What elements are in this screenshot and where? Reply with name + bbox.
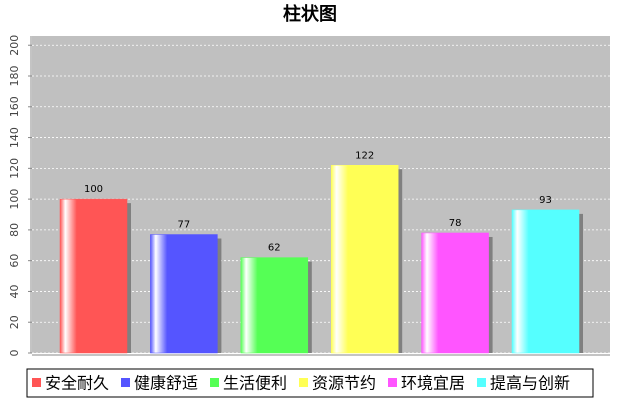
legend-swatch [32, 378, 41, 387]
value-label: 62 [268, 243, 281, 254]
y-tick-label: 140 [8, 127, 21, 148]
legend-label: 健康舒适 [134, 374, 198, 393]
legend-swatch [121, 378, 130, 387]
legend-swatch [388, 378, 397, 387]
value-label: 78 [449, 218, 462, 229]
legend-swatch [299, 378, 308, 387]
bar [150, 234, 218, 354]
y-tick-label: 0 [8, 350, 21, 357]
bar [330, 165, 399, 354]
y-tick-label: 120 [8, 158, 21, 179]
legend-swatch [210, 378, 219, 387]
legend-label: 生活便利 [223, 374, 287, 393]
value-label: 93 [539, 195, 552, 206]
legend-label: 提高与创新 [490, 374, 570, 393]
value-label: 77 [178, 220, 191, 231]
bar [511, 209, 580, 354]
legend-label: 安全耐久 [45, 374, 109, 393]
y-tick-label: 100 [8, 189, 21, 210]
value-label: 122 [355, 150, 374, 161]
legend-swatch [477, 378, 486, 387]
bar [240, 257, 309, 354]
legend-label: 环境宜居 [401, 374, 465, 393]
y-tick-label: 80 [8, 223, 21, 237]
y-tick-label: 40 [8, 284, 21, 298]
y-tick-label: 160 [8, 96, 21, 117]
bar [59, 198, 128, 354]
value-label: 100 [84, 184, 103, 195]
chart-title: 柱状图 [283, 3, 337, 25]
y-tick-label: 20 [8, 315, 21, 329]
legend-label: 资源节约 [312, 374, 376, 393]
y-tick-label: 60 [8, 254, 21, 268]
y-tick-label: 180 [8, 66, 21, 87]
bar [421, 232, 489, 354]
y-tick-label: 200 [8, 35, 21, 56]
